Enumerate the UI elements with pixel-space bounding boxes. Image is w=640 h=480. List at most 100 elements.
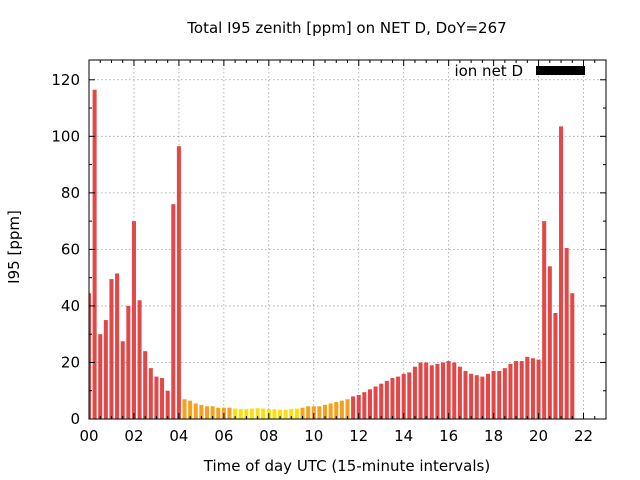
legend-label: ion net D	[454, 62, 523, 80]
bar	[143, 351, 148, 419]
bar	[474, 375, 479, 419]
bar	[469, 373, 474, 419]
bar	[233, 408, 238, 419]
bar	[115, 273, 120, 419]
bar	[89, 293, 92, 419]
x-tick-label: 16	[439, 427, 458, 445]
bar	[379, 383, 384, 419]
bar	[435, 363, 440, 419]
bar	[547, 266, 552, 419]
x-tick-label: 02	[124, 427, 143, 445]
x-tick-label: 04	[169, 427, 188, 445]
bar	[542, 221, 547, 419]
bar	[559, 126, 564, 419]
bar	[249, 408, 254, 419]
bar	[131, 221, 136, 419]
bar	[120, 341, 125, 419]
bar	[396, 376, 401, 419]
bar	[137, 300, 142, 419]
x-axis-label: Time of day UTC (15-minute intervals)	[203, 457, 490, 475]
bar	[356, 394, 361, 419]
bar	[463, 370, 468, 419]
bar	[204, 406, 210, 419]
bar	[278, 409, 283, 419]
bar	[553, 312, 558, 419]
x-tick-label: 00	[79, 427, 98, 445]
y-tick-label: 20	[61, 353, 80, 371]
bar	[199, 404, 204, 419]
y-tick-label: 80	[61, 184, 80, 202]
bar	[441, 362, 446, 419]
bar	[92, 89, 97, 420]
bar	[452, 362, 457, 419]
bar	[165, 390, 170, 419]
bar	[238, 409, 243, 419]
bar	[351, 396, 356, 419]
axis-ticks: 0 20 40 60 80 100 120 00 02 04 06 08 10 12 14 16 18 20 22	[51, 60, 606, 445]
bar	[485, 373, 491, 419]
bar	[457, 366, 462, 419]
bar	[536, 359, 541, 419]
bar	[272, 409, 277, 419]
bar	[160, 378, 165, 419]
bar	[210, 406, 215, 419]
legend: ion net D	[454, 62, 585, 80]
bar	[193, 403, 198, 419]
bar	[311, 406, 316, 419]
bar	[390, 378, 395, 419]
bar	[480, 376, 485, 419]
x-tick-label: 12	[349, 427, 368, 445]
bar	[407, 372, 412, 419]
bar	[244, 409, 249, 419]
bar	[530, 358, 535, 419]
bar	[317, 406, 322, 419]
bar	[384, 380, 389, 419]
bar	[502, 368, 507, 419]
bar	[412, 366, 417, 419]
bar	[446, 361, 451, 419]
bar	[418, 362, 423, 419]
y-tick-label: 60	[61, 240, 80, 258]
bar	[98, 334, 103, 419]
bar	[570, 293, 575, 419]
bar	[283, 409, 288, 419]
bar	[367, 389, 373, 419]
bar	[334, 402, 339, 419]
y-tick-label: 120	[51, 71, 80, 89]
bar	[216, 407, 221, 419]
bar	[306, 406, 311, 419]
bar	[171, 204, 176, 419]
bar-series	[89, 89, 575, 420]
y-tick-label: 100	[51, 127, 80, 145]
bar	[564, 247, 569, 419]
bar	[176, 146, 181, 419]
bar	[508, 363, 513, 419]
legend-swatch	[536, 66, 585, 75]
y-tick-label: 0	[70, 410, 80, 428]
bar	[300, 407, 305, 419]
bar	[362, 392, 367, 419]
bar	[491, 370, 496, 419]
y-tick-label: 40	[61, 297, 80, 315]
bar	[322, 404, 328, 419]
x-tick-label: 08	[259, 427, 278, 445]
bar	[227, 407, 232, 419]
bar	[373, 386, 378, 419]
bar	[289, 409, 294, 419]
bar	[401, 373, 406, 419]
bar	[519, 361, 524, 419]
y-axis-label: I95 [ppm]	[5, 210, 23, 284]
bar	[514, 361, 519, 419]
x-tick-label: 14	[394, 427, 413, 445]
bar	[424, 362, 429, 419]
x-tick-label: 22	[574, 427, 593, 445]
x-tick-label: 20	[529, 427, 548, 445]
bar	[255, 408, 260, 419]
bar	[148, 368, 153, 419]
bar	[339, 400, 344, 419]
bar	[429, 365, 434, 419]
x-tick-label: 18	[484, 427, 503, 445]
bar	[497, 370, 502, 419]
bar	[345, 399, 350, 419]
